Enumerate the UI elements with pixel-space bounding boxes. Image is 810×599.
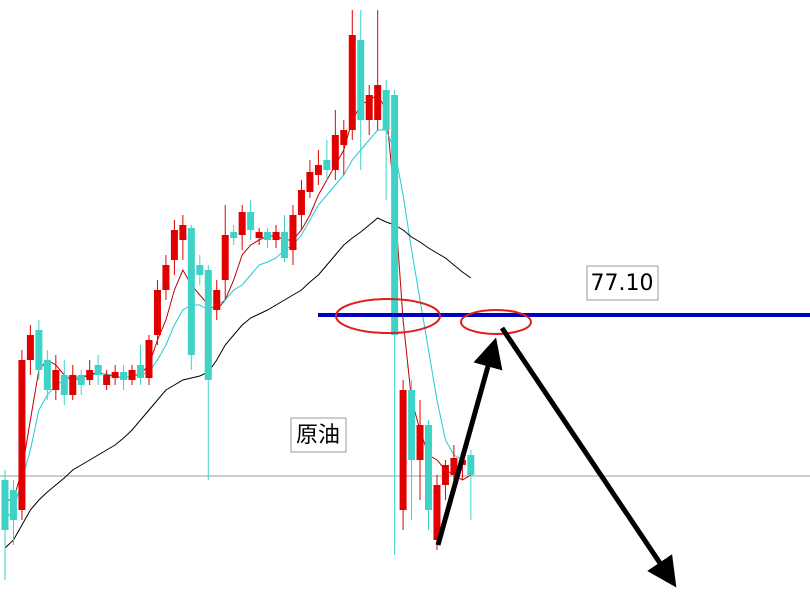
candle-body bbox=[297, 190, 305, 215]
candle-body bbox=[416, 425, 424, 460]
candle-body bbox=[323, 160, 331, 170]
candle-body bbox=[391, 95, 399, 335]
candle-body bbox=[153, 290, 161, 335]
candle-body bbox=[238, 212, 246, 235]
candle-body bbox=[340, 130, 348, 145]
candle-body bbox=[365, 95, 373, 120]
candle-body bbox=[35, 330, 43, 370]
candle-body bbox=[18, 360, 26, 510]
candle-body bbox=[255, 232, 263, 238]
candle-body bbox=[162, 265, 170, 290]
candle-body bbox=[137, 365, 145, 378]
candle-body bbox=[357, 40, 365, 120]
up-arrow bbox=[435, 337, 503, 546]
candle-body bbox=[425, 425, 432, 510]
candle-body bbox=[213, 290, 221, 310]
candle-body bbox=[306, 172, 314, 192]
candle-body bbox=[408, 390, 416, 460]
candle-body bbox=[128, 370, 136, 380]
candle-body bbox=[289, 215, 297, 250]
candle-body bbox=[281, 232, 289, 258]
candle-body bbox=[69, 375, 77, 395]
candle-body bbox=[374, 85, 382, 120]
candle-body bbox=[433, 485, 441, 540]
price-label-frame bbox=[586, 265, 659, 301]
highlight-ellipse bbox=[335, 298, 441, 334]
candle-body bbox=[441, 465, 449, 485]
candle-body bbox=[314, 165, 322, 175]
candle-body bbox=[26, 335, 34, 360]
candle-body bbox=[179, 225, 187, 240]
highlight-ellipse bbox=[460, 309, 532, 335]
candle-body bbox=[111, 372, 119, 378]
price-label-box: 77.10 bbox=[586, 265, 659, 301]
candle-body bbox=[331, 135, 339, 170]
down-arrow bbox=[499, 326, 677, 588]
candle-body bbox=[60, 375, 68, 395]
candle-body bbox=[9, 490, 17, 520]
candle-body bbox=[1, 480, 9, 530]
candle-body bbox=[145, 340, 153, 378]
candle-body bbox=[196, 265, 204, 275]
candle-body bbox=[204, 270, 212, 380]
candle-body bbox=[187, 228, 195, 355]
candle-body bbox=[450, 458, 458, 475]
candle-body bbox=[94, 365, 102, 375]
plot-area bbox=[0, 10, 810, 580]
candle-body bbox=[382, 90, 390, 130]
candle-body bbox=[52, 370, 60, 390]
candle-body bbox=[230, 232, 238, 238]
candle-body bbox=[43, 360, 51, 390]
candle-body bbox=[399, 390, 407, 510]
candle-body bbox=[170, 230, 178, 260]
candle-body bbox=[348, 35, 356, 130]
annotation-frame bbox=[290, 417, 347, 453]
annotation-box: 原油 bbox=[290, 417, 347, 453]
candle-body bbox=[247, 212, 255, 230]
candle-body bbox=[86, 370, 94, 380]
candle-body bbox=[120, 372, 128, 380]
candle-body bbox=[221, 235, 229, 280]
candle-body bbox=[272, 232, 280, 240]
candle-body bbox=[103, 375, 111, 385]
candle-body bbox=[77, 375, 85, 385]
annotation: 原油 bbox=[296, 423, 340, 448]
price-label: 77.10 bbox=[591, 271, 654, 296]
candle-body bbox=[264, 232, 272, 240]
candle-body bbox=[467, 455, 475, 475]
